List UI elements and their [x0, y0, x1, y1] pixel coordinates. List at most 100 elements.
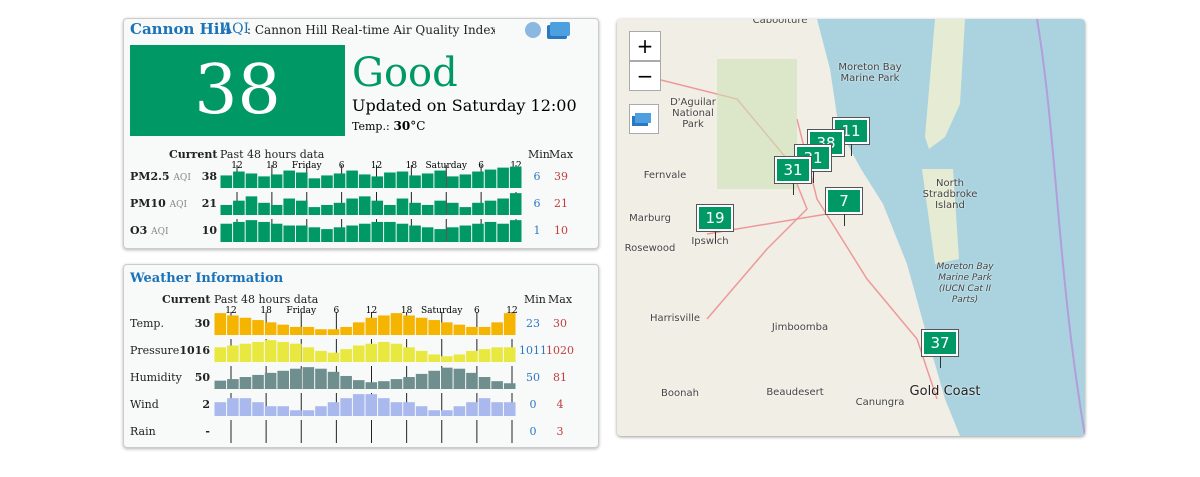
sparkline-bar — [277, 406, 289, 416]
place-label: D'Aguilar National Park — [670, 97, 716, 130]
sparkline-bar — [421, 173, 434, 188]
sparkline-bar — [277, 324, 289, 335]
min-header: Min — [524, 293, 546, 306]
sparkline-bar — [441, 410, 453, 416]
row-current: 38 — [201, 170, 217, 183]
sparkline-bar — [441, 367, 453, 389]
sparkline-bar — [503, 402, 516, 416]
sparkline-bar — [447, 202, 459, 215]
sparkline-bar — [333, 173, 346, 188]
zoom-out[interactable]: − — [629, 61, 661, 91]
row-current: 21 — [201, 197, 217, 210]
sparkline-bar — [258, 176, 270, 188]
map[interactable]: + − Caboolture Moreton Bay Marine Park D'A… — [617, 19, 1085, 436]
station-marker[interactable]: 19 — [697, 205, 733, 243]
sparkline — [220, 219, 522, 242]
sparkline-bar — [290, 326, 302, 335]
place-label: Rosewood — [624, 243, 676, 254]
share-icon[interactable] — [525, 22, 541, 38]
sparkline-bar — [252, 402, 264, 416]
sparkline-bar — [428, 320, 440, 335]
sparkline-bar — [409, 202, 421, 215]
row-max: 21 — [554, 197, 568, 210]
place-label: Harrisville — [649, 313, 701, 324]
row-max: 39 — [554, 170, 568, 183]
sparkline-bar — [466, 402, 478, 416]
sparkline-bar — [497, 167, 509, 188]
sparkline-bar — [415, 406, 428, 416]
sparkline-bar — [491, 402, 503, 416]
sparkline-bar — [403, 315, 415, 335]
past-header: Past 48 hours data — [214, 293, 319, 306]
sparkline-bar — [220, 204, 233, 215]
row-max: 10 — [554, 224, 568, 237]
sparkline-bar — [214, 380, 227, 389]
sparkline — [214, 393, 516, 416]
place-label: Moreton Bay Marine Park (IUCN Cat II Par… — [936, 262, 994, 305]
sparkline-bar — [384, 204, 396, 215]
sparkline-bar — [214, 313, 227, 335]
row-name: PM10 — [130, 197, 166, 210]
sparkline-bar — [509, 220, 522, 242]
row-min: 23 — [526, 317, 540, 330]
sparkline-bar — [315, 329, 327, 335]
station-marker[interactable]: 37 — [922, 330, 958, 368]
time-axis-label: 12 — [506, 306, 518, 316]
sparkline-bar — [390, 379, 403, 389]
sparkline-bar — [409, 225, 421, 242]
station-marker[interactable]: 7 — [826, 188, 862, 226]
sparkline-bar — [403, 377, 415, 389]
sparkline-bar — [327, 352, 340, 362]
sparkline-bar — [503, 347, 516, 362]
row-max: 1020 — [546, 344, 574, 357]
sparkline-bar — [453, 368, 466, 389]
sparkline-bar — [509, 166, 522, 188]
row-label: PM10 AQI — [130, 197, 187, 210]
sparkline-bar — [358, 196, 371, 215]
sparkline-bar — [283, 198, 295, 215]
sparkline — [214, 339, 516, 362]
layers-icon[interactable] — [550, 22, 570, 36]
sparkline-bar — [371, 176, 384, 188]
sparkline-bar — [340, 326, 352, 335]
sparkline-bar — [315, 350, 327, 362]
sparkline-bar — [340, 398, 352, 416]
sparkline-bar — [315, 406, 327, 416]
sparkline-bar — [227, 345, 239, 362]
row-label: Humidity — [130, 371, 182, 384]
sparkline-bar — [447, 227, 459, 242]
time-axis-label: 6 — [474, 306, 480, 316]
sparkline-bar — [390, 402, 403, 416]
row-min: 0 — [529, 425, 537, 438]
sparkline-bar — [421, 204, 434, 215]
current-header: Current — [169, 148, 218, 161]
row-name: Humidity — [130, 371, 182, 384]
sparkline-bar — [227, 315, 239, 335]
sparkline — [230, 420, 513, 443]
map-layers[interactable] — [629, 104, 659, 134]
sparkline-bar — [333, 227, 346, 242]
station-marker[interactable]: 31 — [775, 157, 811, 195]
sparkline-bar — [428, 370, 440, 389]
sparkline-bar — [378, 315, 390, 335]
aqi-value: 38 — [130, 45, 345, 136]
sparkline-bar — [459, 225, 472, 242]
time-axis-label: 12 — [365, 306, 378, 316]
row-current: 50 — [194, 371, 210, 384]
zoom-in[interactable]: + — [629, 31, 661, 61]
row-name: PM2.5 — [130, 170, 170, 183]
sparkline-bar — [277, 370, 289, 389]
time-axis-label: 18 — [260, 306, 272, 316]
sparkline-bar — [434, 229, 446, 242]
row-max: 4 — [556, 398, 564, 411]
sparkline-bar — [270, 223, 283, 242]
row-current: 10 — [201, 224, 217, 237]
time-axis-label: Friday — [286, 306, 317, 316]
sparkline-bar — [365, 317, 378, 335]
sparkline-bar — [296, 172, 308, 188]
sparkline-bar — [415, 373, 428, 389]
sparkline-bar — [340, 349, 352, 362]
sparkline — [220, 192, 522, 215]
sparkline-bar — [371, 221, 384, 242]
sparkline-bar — [478, 377, 491, 389]
